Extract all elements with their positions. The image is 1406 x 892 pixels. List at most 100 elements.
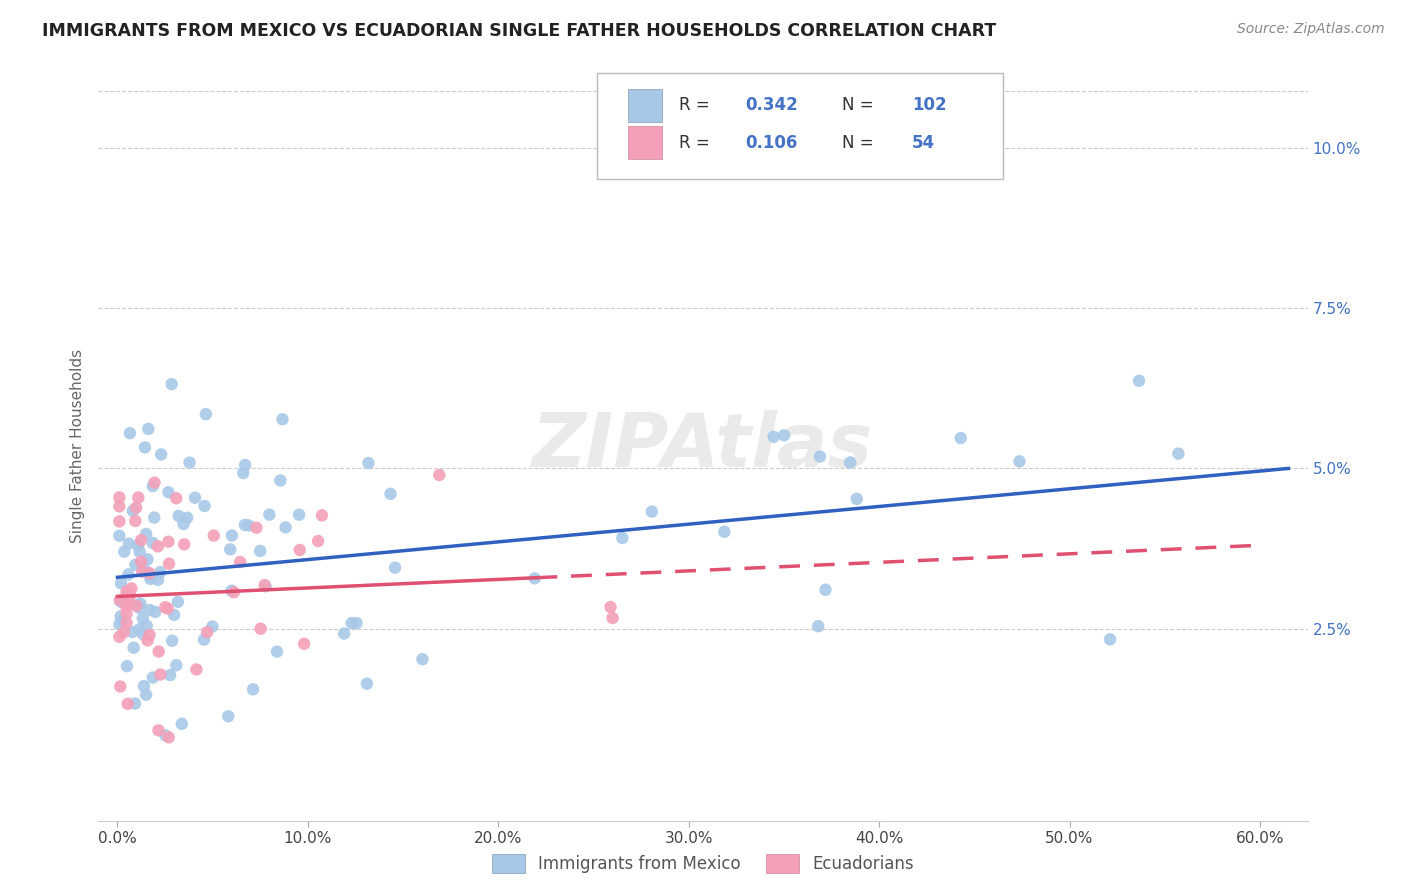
Point: [155, 728, 177, 742]
Point: [333, 626, 356, 640]
Point: [254, 579, 277, 593]
Point: [138, 603, 160, 617]
Point: [157, 485, 180, 500]
Point: [193, 499, 215, 513]
Point: [1099, 632, 1122, 647]
Point: [125, 500, 148, 515]
Point: [108, 630, 131, 644]
Point: [121, 625, 143, 640]
Point: [134, 441, 156, 455]
Point: [773, 428, 796, 442]
Point: [165, 491, 187, 506]
Point: [131, 565, 153, 579]
Point: [253, 578, 276, 592]
Text: R =: R =: [679, 134, 714, 152]
Point: [143, 475, 166, 490]
Point: [157, 557, 180, 571]
Point: [120, 582, 142, 596]
Point: [127, 491, 149, 505]
Point: [108, 593, 131, 607]
Point: [221, 528, 243, 542]
Point: [108, 515, 131, 529]
Point: [129, 597, 152, 611]
Point: [143, 605, 166, 619]
Point: [122, 640, 145, 655]
Point: [111, 614, 134, 628]
Point: [176, 510, 198, 524]
Point: [186, 663, 208, 677]
Point: [139, 568, 162, 582]
Point: [808, 450, 831, 464]
Point: [135, 619, 157, 633]
Point: [427, 468, 450, 483]
Point: [139, 572, 162, 586]
Point: [245, 521, 267, 535]
Point: [121, 504, 143, 518]
Point: [170, 717, 193, 731]
Point: [157, 534, 180, 549]
Point: [222, 585, 245, 599]
Point: [249, 622, 271, 636]
Point: [108, 529, 131, 543]
Point: [195, 625, 218, 640]
Point: [173, 516, 195, 531]
Point: [307, 534, 329, 549]
Point: [713, 524, 735, 539]
Point: [266, 645, 288, 659]
Point: [229, 555, 252, 569]
Point: [163, 607, 186, 622]
FancyBboxPatch shape: [596, 73, 1002, 178]
Point: [129, 555, 152, 569]
Point: [184, 491, 207, 505]
Point: [115, 588, 138, 602]
Point: [118, 536, 141, 550]
Point: [845, 491, 868, 506]
Text: 0.342: 0.342: [745, 96, 799, 114]
Point: [157, 731, 180, 745]
Text: 54: 54: [912, 134, 935, 152]
Point: [132, 627, 155, 641]
Point: [288, 508, 311, 522]
Point: [142, 479, 165, 493]
Point: [125, 599, 148, 613]
Text: IMMIGRANTS FROM MEXICO VS ECUADORIAN SINGLE FATHER HOUSEHOLDS CORRELATION CHART: IMMIGRANTS FROM MEXICO VS ECUADORIAN SIN…: [42, 22, 997, 40]
Point: [149, 667, 172, 681]
Point: [124, 558, 146, 572]
Point: [108, 617, 131, 632]
Point: [146, 540, 169, 554]
Point: [155, 600, 177, 615]
Point: [194, 407, 217, 421]
Y-axis label: Single Father Households: Single Father Households: [70, 349, 86, 543]
Point: [201, 619, 224, 633]
Point: [233, 458, 256, 472]
Point: [167, 508, 190, 523]
Point: [612, 531, 634, 545]
Bar: [628, 126, 662, 159]
Bar: [628, 88, 662, 121]
Point: [340, 616, 363, 631]
Point: [110, 609, 132, 624]
Point: [1128, 374, 1150, 388]
Point: [128, 622, 150, 636]
Point: [117, 567, 139, 582]
Point: [292, 637, 315, 651]
Point: [160, 377, 183, 392]
Point: [238, 518, 260, 533]
Point: [1167, 447, 1189, 461]
Legend: Immigrants from Mexico, Ecuadorians: Immigrants from Mexico, Ecuadorians: [485, 847, 921, 880]
Point: [165, 658, 187, 673]
Point: [135, 688, 157, 702]
Point: [148, 723, 170, 738]
Point: [112, 544, 135, 558]
Point: [384, 560, 406, 574]
Point: [143, 510, 166, 524]
Point: [128, 600, 150, 615]
Point: [115, 584, 138, 599]
Point: [599, 600, 621, 615]
Point: [132, 560, 155, 574]
Point: [150, 447, 173, 461]
Point: [115, 659, 138, 673]
Point: [136, 552, 159, 566]
Point: [156, 601, 179, 615]
Point: [242, 682, 264, 697]
